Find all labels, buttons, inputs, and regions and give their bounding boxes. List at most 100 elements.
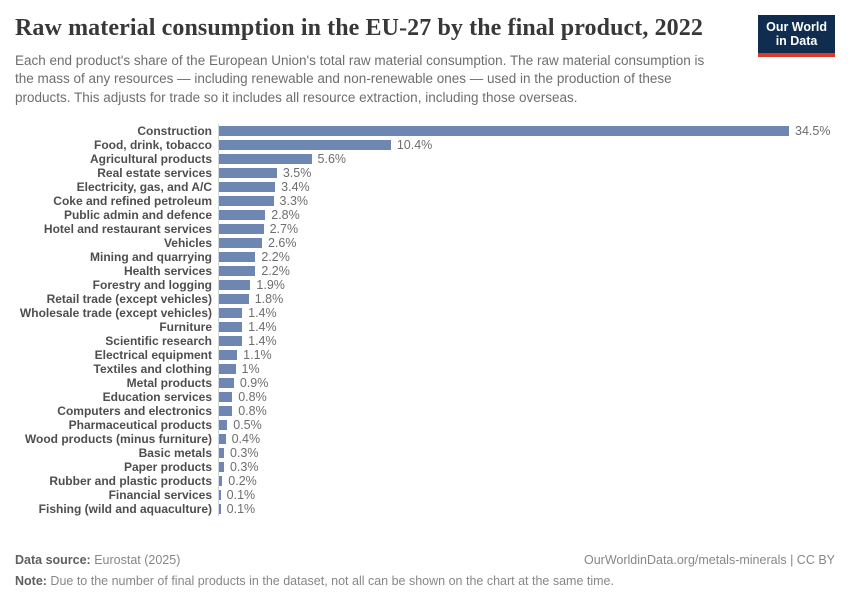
bar[interactable] — [219, 209, 266, 220]
category-label: Pharmaceutical products — [68, 417, 212, 432]
bar-row: Metal products 0.9% — [15, 375, 835, 390]
bar-track: 0.4% — [218, 431, 835, 446]
bar-chart: Construction 34.5% Food, drink, tobacco 10.… — [15, 123, 835, 516]
bar-track: 1.4% — [218, 305, 835, 320]
bar-row: Education services 0.8% — [15, 389, 835, 404]
bar-track: 0.2% — [218, 473, 835, 488]
bar[interactable] — [219, 335, 243, 346]
value-label: 2.7% — [269, 221, 299, 236]
value-label: 3.5% — [282, 165, 312, 180]
value-label: 2.6% — [267, 235, 297, 250]
bar[interactable] — [219, 293, 249, 304]
bar-row: Electricity, gas, and A/C 3.4% — [15, 179, 835, 194]
category-label: Electrical equipment — [94, 347, 212, 362]
bar-row: Forestry and logging 1.9% — [15, 277, 835, 292]
bar[interactable] — [219, 489, 221, 500]
bar[interactable] — [219, 139, 391, 150]
data-source-label: Data source: — [15, 553, 91, 567]
bar[interactable] — [219, 153, 312, 164]
bar-row: Real estate services 3.5% — [15, 165, 835, 180]
bar[interactable] — [219, 363, 236, 374]
bar-row: Agricultural products 5.6% — [15, 151, 835, 166]
bar-track: 3.5% — [218, 165, 835, 180]
category-label: Health services — [123, 263, 212, 278]
bar[interactable] — [219, 237, 262, 248]
value-label: 2.8% — [271, 207, 300, 222]
category-label: Retail trade (except vehicles) — [46, 291, 212, 306]
value-label: 0.9% — [239, 375, 269, 390]
value-label: 3.4% — [281, 179, 310, 194]
bar-row: Pharmaceutical products 0.5% — [15, 417, 835, 432]
category-label: Wholesale trade (except vehicles) — [19, 305, 212, 320]
value-label: 1% — [241, 361, 260, 376]
owid-citation-link[interactable]: OurWorldinData.org/metals-minerals | CC … — [583, 553, 835, 567]
header: Raw material consumption in the EU-27 by… — [15, 14, 835, 108]
footer-note: Note: Due to the number of final product… — [15, 574, 835, 588]
bar[interactable] — [219, 195, 274, 206]
chart-title: Raw material consumption in the EU-27 by… — [15, 15, 703, 41]
bar-row: Wholesale trade (except vehicles) 1.4% — [15, 305, 835, 320]
value-label: 0.5% — [233, 417, 262, 432]
bar-track: 1.4% — [218, 319, 835, 334]
bar[interactable] — [219, 223, 264, 234]
bar[interactable] — [219, 447, 224, 458]
bar[interactable] — [219, 377, 234, 388]
bar[interactable] — [219, 307, 243, 318]
value-label: 0.1% — [226, 501, 256, 516]
note-label: Note: — [15, 574, 47, 588]
bar-track: 1.9% — [218, 277, 835, 292]
data-source: Data source: Eurostat (2025) — [15, 553, 180, 567]
bar[interactable] — [219, 433, 226, 444]
bar[interactable] — [219, 475, 223, 486]
bar-row: Coke and refined petroleum 3.3% — [15, 193, 835, 208]
bar-track: 2.7% — [218, 221, 835, 236]
bar[interactable] — [219, 167, 277, 178]
bar[interactable] — [219, 503, 221, 514]
category-label: Agricultural products — [89, 151, 212, 166]
bar[interactable] — [219, 279, 251, 290]
value-label: 0.2% — [228, 473, 257, 488]
bar[interactable] — [219, 391, 233, 402]
category-label: Mining and quarrying — [90, 249, 212, 264]
value-label: 1.4% — [248, 333, 277, 348]
bar[interactable] — [219, 419, 228, 430]
bar[interactable] — [219, 181, 276, 192]
bar[interactable] — [219, 321, 243, 332]
bar-row: Computers and electronics 0.8% — [15, 403, 835, 418]
category-label: Wood products (minus furniture) — [24, 431, 212, 446]
bar-row: Scientific research 1.4% — [15, 333, 835, 348]
chart-subtitle: Each end product's share of the European… — [15, 52, 705, 106]
value-label: 5.6% — [317, 151, 347, 166]
bar[interactable] — [219, 461, 224, 472]
value-label: 0.8% — [238, 389, 267, 404]
owid-logo[interactable]: Our World in Data — [758, 15, 835, 57]
bar-track: 2.2% — [218, 263, 835, 278]
bar[interactable] — [219, 405, 233, 416]
bar-row: Financial services 0.1% — [15, 487, 835, 502]
bar[interactable] — [219, 125, 789, 136]
value-label: 0.1% — [226, 487, 256, 502]
bar-row: Vehicles 2.6% — [15, 235, 835, 250]
value-label: 2.2% — [261, 263, 290, 278]
category-label: Fishing (wild and aquaculture) — [38, 501, 212, 516]
bar-track: 0.1% — [218, 501, 835, 516]
bar-row: Hotel and restaurant services 2.7% — [15, 221, 835, 236]
bar[interactable] — [219, 349, 238, 360]
category-label: Computers and electronics — [57, 403, 212, 418]
bar[interactable] — [219, 251, 256, 262]
category-label: Metal products — [126, 375, 212, 390]
category-label: Hotel and restaurant services — [43, 221, 212, 236]
bar-track: 10.4% — [218, 137, 835, 152]
category-label: Financial services — [108, 487, 212, 502]
bar-track: 2.6% — [218, 235, 835, 250]
bar-track: 0.3% — [218, 445, 835, 460]
bar-row: Fishing (wild and aquaculture) 0.1% — [15, 501, 835, 516]
value-label: 1.1% — [243, 347, 272, 362]
value-label: 0.3% — [229, 445, 259, 460]
bar-track: 2.2% — [218, 249, 835, 264]
bar-row: Rubber and plastic products 0.2% — [15, 473, 835, 488]
category-label: Construction — [137, 123, 212, 138]
category-label: Basic metals — [138, 445, 212, 460]
bar[interactable] — [219, 265, 256, 276]
value-label: 0.8% — [238, 403, 267, 418]
